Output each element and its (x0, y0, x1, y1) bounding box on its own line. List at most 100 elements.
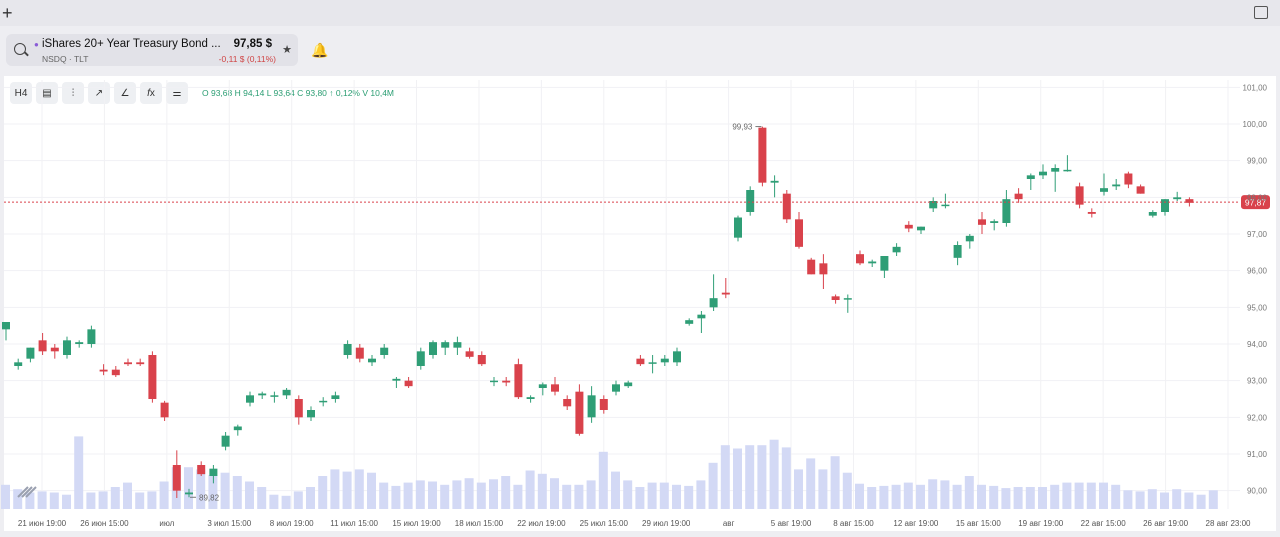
candle-body (856, 254, 864, 264)
volume-bar (25, 492, 35, 509)
y-tick-label: 98,00 (1247, 193, 1268, 202)
volume-bar (379, 482, 389, 509)
candle-body (990, 221, 999, 223)
y-tick-label: 99,00 (1247, 157, 1268, 166)
volume-bar (1038, 487, 1047, 509)
candle-body (307, 410, 315, 418)
high-annotation: 99,93 (732, 123, 753, 132)
candle-body (75, 342, 84, 344)
volume-bar (952, 484, 962, 509)
y-tick-label: 97,00 (1247, 230, 1268, 239)
volume-bar (208, 474, 218, 509)
volume-bar (940, 480, 950, 509)
volume-bar (1160, 492, 1169, 509)
volume-bar (464, 478, 474, 509)
candle-body (282, 389, 291, 396)
x-tick-label: 29 июл 19:00 (642, 519, 691, 528)
y-tick-label: 96,00 (1247, 267, 1268, 276)
x-tick-label: 3 июл 15:00 (207, 519, 251, 528)
candle-body (477, 355, 486, 365)
volume-bar (977, 484, 986, 509)
volume-bar (403, 482, 413, 509)
volume-bar (1147, 489, 1157, 509)
candle-body (929, 201, 938, 209)
chart-area[interactable] (4, 76, 1276, 531)
candle-body (819, 263, 828, 275)
chat-icon[interactable] (1254, 6, 1268, 19)
volume-bar (806, 458, 816, 509)
candle-body (917, 226, 925, 231)
candle-body (1136, 186, 1145, 194)
y-tick-label: 100,00 (1243, 120, 1268, 129)
candle-body (807, 259, 816, 275)
low-annotation: 89,82 (199, 493, 220, 502)
window-top-bar: + (0, 0, 1280, 26)
volume-bar (110, 487, 120, 509)
volume-bar (123, 482, 132, 509)
candle-body (709, 298, 718, 308)
favorite-star-icon[interactable]: ★ (282, 44, 292, 56)
volume-bar (745, 445, 755, 509)
new-tab-button[interactable]: + (2, 3, 13, 23)
candle-body (441, 342, 450, 348)
candle-body (124, 362, 132, 365)
x-tick-label: 18 июл 15:00 (455, 519, 504, 528)
candle-body (575, 391, 584, 434)
volume-bar (867, 487, 877, 509)
candle-body (843, 298, 852, 300)
volume-bar (62, 494, 71, 509)
candle-body (660, 358, 669, 363)
volume-bar (257, 487, 267, 509)
candle-body (209, 468, 218, 476)
volume-bar (1099, 482, 1108, 509)
candle-body (599, 399, 608, 410)
x-tick-label: 15 июл 19:00 (392, 519, 441, 528)
ticker-card[interactable]: ● iShares 20+ Year Treasury Bond ... NSD… (6, 34, 298, 66)
candle-body (160, 402, 169, 418)
volume-bar (684, 485, 694, 509)
volume-bar (1086, 482, 1096, 509)
volume-bar (562, 484, 572, 509)
candle-body (233, 426, 242, 431)
volume-bar (501, 476, 511, 509)
candle-body (904, 224, 913, 229)
ticker-exchange: NSDQ · TLT (42, 54, 89, 64)
volume-bar (550, 478, 559, 509)
volume-bar (525, 470, 535, 509)
volume-bar (452, 480, 462, 509)
candle-body (465, 351, 474, 357)
search-icon[interactable] (14, 43, 26, 55)
y-tick-label: 93,00 (1247, 377, 1268, 386)
candle-body (148, 355, 157, 399)
candle-body (294, 399, 303, 418)
volume-bar (733, 448, 742, 509)
volume-bar (781, 447, 791, 509)
volume-bar (842, 472, 852, 509)
volume-bar (415, 480, 425, 509)
candle-body (795, 219, 803, 247)
candle-body (453, 342, 462, 348)
volume-bar (903, 482, 913, 509)
volume-bar (830, 456, 840, 509)
volume-bar (232, 476, 242, 509)
volume-bar (1196, 494, 1206, 509)
volume-bar (696, 480, 706, 509)
candle-body (26, 347, 35, 359)
x-tick-label: 25 июл 15:00 (580, 519, 629, 528)
candle-body (246, 395, 254, 403)
candle-body (831, 296, 840, 300)
volume-bar (916, 484, 925, 509)
candle-body (404, 380, 413, 387)
candle-body (331, 395, 340, 399)
volume-bar (989, 485, 999, 509)
volume-bar (306, 487, 315, 509)
volume-bar (1025, 487, 1035, 509)
x-tick-label: 28 авг 23:00 (1206, 519, 1252, 528)
bell-icon[interactable]: 🔔 (311, 42, 329, 58)
candle-body (648, 362, 657, 364)
candle-body (429, 342, 437, 355)
volume-bar (1172, 489, 1182, 509)
candle-body (978, 219, 986, 225)
volume-bar (794, 469, 803, 509)
candle-body (380, 347, 389, 355)
